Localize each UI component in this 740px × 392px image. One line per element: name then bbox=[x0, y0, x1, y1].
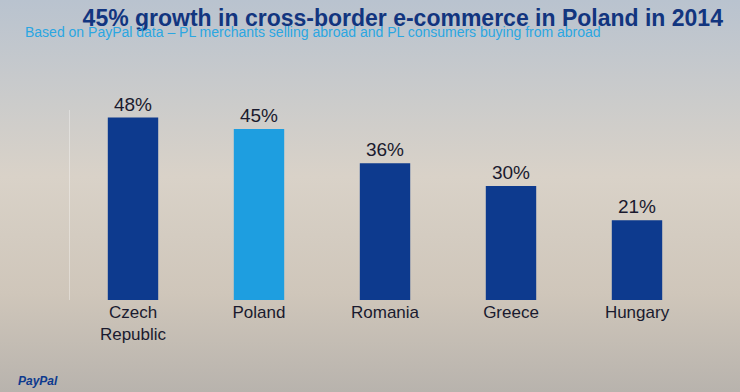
svg-text:48%: 48% bbox=[114, 94, 152, 115]
svg-text:Hungary: Hungary bbox=[605, 303, 670, 322]
svg-text:CzechRepublic: CzechRepublic bbox=[100, 303, 167, 344]
svg-text:30%: 30% bbox=[492, 162, 530, 183]
svg-text:Poland: Poland bbox=[233, 303, 286, 322]
svg-text:45%: 45% bbox=[240, 105, 278, 126]
svg-text:Greece: Greece bbox=[483, 303, 539, 322]
svg-text:36%: 36% bbox=[366, 139, 404, 160]
svg-text:Romania: Romania bbox=[351, 303, 420, 322]
svg-text:Based on PayPal data – PL merc: Based on PayPal data – PL merchants sell… bbox=[25, 24, 601, 40]
svg-text:PayPal: PayPal bbox=[18, 374, 58, 388]
svg-text:45% growth in cross-border e-c: 45% growth in cross-border e-commerce in… bbox=[83, 5, 724, 31]
svg-text:21%: 21% bbox=[618, 196, 656, 217]
